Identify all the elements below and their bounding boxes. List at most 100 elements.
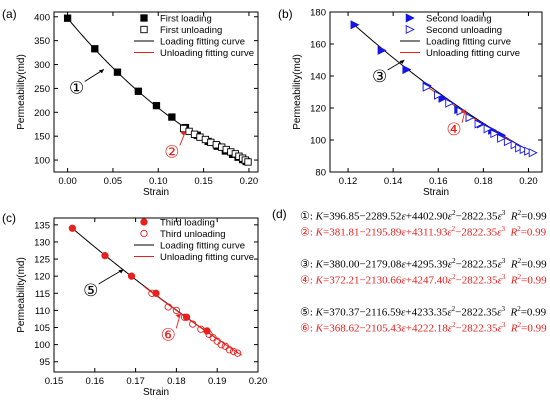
equation-part-mark: ④:: [300, 274, 316, 287]
data-point: [113, 68, 122, 76]
data-point: [434, 90, 444, 100]
equation-part-sup: 3: [501, 225, 505, 233]
annotation-label: ⑤: [83, 281, 98, 301]
annotation-label: ①: [69, 78, 84, 98]
data-point: [91, 45, 99, 53]
equation-part-sup: 2: [517, 257, 522, 265]
data-point: [68, 224, 77, 232]
equation-part-eq-text: =0.99: [521, 274, 547, 287]
equation-part-eq-text: =0.99: [521, 210, 547, 223]
equation-part-k-symbol: K: [315, 322, 324, 335]
equation-part-eps: ε: [447, 274, 453, 287]
x-tick-label: 0.00: [58, 176, 77, 187]
data-point: [217, 340, 225, 349]
equation-part-r-symbol: R: [510, 274, 518, 287]
y-tick-label: 200: [34, 108, 50, 119]
equation-part-eps: ε: [401, 274, 406, 287]
data-point: [244, 158, 252, 166]
fitting-equation: ③: K=380.00−2179.08ε+4295.39ε2−2822.35ε3…: [300, 257, 547, 271]
equation-part-mark: ⑤:: [300, 306, 316, 319]
annotation-arrowhead: [180, 131, 186, 136]
x-tick-label: 0.14: [384, 176, 403, 187]
y-tick-label: 180: [310, 8, 326, 19]
data-point: [350, 20, 360, 30]
panel-label: (c): [2, 211, 16, 225]
equation-part-eq-text: =0.99: [521, 258, 547, 271]
x-tick-label: 0.19: [208, 376, 227, 387]
data-point: [182, 313, 191, 321]
x-tick-label: 0.15: [194, 176, 213, 187]
legend-entry: Third unloading: [160, 229, 226, 240]
x-tick-label: 0.16: [429, 176, 448, 187]
annotation-arrowhead: [175, 313, 181, 318]
x-tick-label: 0.18: [167, 376, 186, 387]
legend-entry: Third loading: [160, 218, 215, 229]
y-tick-label: 80: [315, 168, 326, 179]
equation-part-sup: 3: [501, 321, 506, 329]
annotation-leader: [98, 268, 124, 285]
equation-part-mark: ②:: [300, 226, 316, 239]
data-point: [172, 306, 181, 315]
equation-part-eq-text: =0.99: [520, 306, 547, 319]
y-tick-label: 120: [310, 104, 326, 115]
chart-panel-1: (a) 0.00 0.05 0.10 0.15 0.20 100 150 200 250 300 35…: [2, 7, 259, 198]
equation-part-mark: ③:: [300, 258, 316, 271]
legend-entry: First unloading: [160, 25, 222, 36]
fitting-equation: ④: K=372.21−2130.66ε+4247.40ε2−2822.35ε3…: [300, 273, 547, 287]
equation-part-eps: ε: [497, 322, 502, 335]
equation-part-eq-text: =380.00−2179.08: [323, 258, 402, 271]
y-tick-label: 350: [34, 36, 50, 47]
legend-entry: Unloading fitting curve: [160, 252, 254, 263]
equation-part-k-symbol: K: [315, 226, 324, 239]
equation-part-k-symbol: K: [315, 274, 324, 287]
data-point: [503, 137, 513, 147]
annotation-leader: [179, 131, 186, 146]
legend-symbol: [405, 13, 415, 23]
equation-part-eq-text: −2822.35: [455, 322, 498, 335]
data-point: [180, 313, 189, 321]
x-tick-label: 0.18: [474, 176, 493, 187]
equation-part-eq-text: −2822.35: [455, 274, 498, 287]
equation-part-eps: ε: [447, 258, 453, 271]
equation-part-r-symbol: R: [510, 322, 518, 335]
equation-part-eq-text: −2822.35: [455, 258, 498, 271]
equation-part-eps: ε: [447, 210, 453, 223]
data-point: [148, 289, 156, 297]
equation-part-eps: ε: [401, 322, 406, 335]
equation-part-eq-text: +4311.93: [405, 226, 448, 239]
equation-part-sup: 2: [452, 321, 456, 329]
equation-part-eps: ε: [401, 306, 406, 319]
equation-part-sup: 3: [501, 273, 506, 281]
legend-entry: Second loading: [426, 14, 492, 25]
equation-part-eq-text: +4247.40: [405, 274, 448, 287]
equation-part-sup: 3: [501, 257, 506, 265]
equation-part-eq-text: −2822.35: [455, 226, 498, 239]
equation-part-eps: ε: [447, 226, 452, 239]
data-point: [168, 113, 176, 121]
equation-part-eq-text: =0.99: [521, 322, 547, 335]
equation-part-eq-text: =368.62−2105.43: [323, 322, 402, 335]
data-point: [515, 143, 525, 153]
legend-symbol: [140, 218, 148, 226]
equation-part-eps: ε: [447, 306, 452, 319]
equation-part-eq-text: −2822.35: [455, 306, 498, 319]
data-point: [519, 145, 529, 155]
y-tick-label: 115: [35, 289, 50, 300]
annotation-label: ③: [372, 67, 387, 87]
data-point: [164, 303, 172, 311]
equation-part-eps: ε: [401, 226, 406, 239]
y-tick-label: 130: [34, 237, 50, 248]
equation-part-eps: ε: [497, 274, 502, 287]
equation-part-eq-text: =381.81−2195.89: [323, 226, 402, 239]
data-point: [524, 146, 534, 156]
equation-part-r-symbol: R: [510, 258, 518, 271]
x-axis-label: Strain: [143, 387, 169, 398]
equation-part-r-symbol: R: [510, 226, 518, 239]
legend-entry: Loading fitting curve: [160, 37, 245, 48]
panel-label: (a): [2, 7, 17, 21]
y-tick-label: 250: [34, 84, 50, 95]
y-tick-label: 100: [34, 156, 50, 167]
